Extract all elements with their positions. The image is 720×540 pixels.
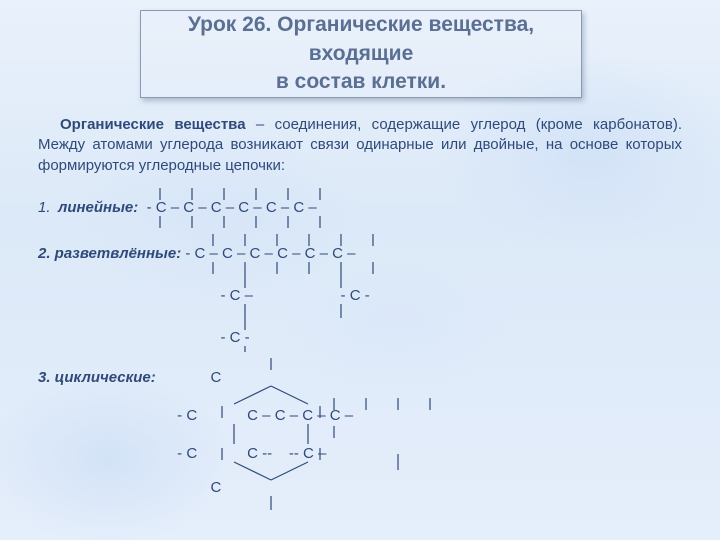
slide-content: Органические вещества – соединения, соде… — [38, 115, 682, 518]
item-3-chain-1: С — [98, 370, 221, 385]
item-2-chain-3: - С - — [158, 330, 250, 345]
item-1-number: 1. — [38, 200, 58, 215]
item-2-label: 2. разветвлённые: — [38, 245, 181, 262]
item-3-chain-2: - С С – С – С – С – — [98, 408, 353, 423]
item-3-block: 3. циклические: С - С С – С – С – С – - … — [38, 358, 682, 518]
item-1-block: 1.линейные: - С – С – С – С – С – С – — [38, 186, 682, 232]
item-2-row-1: 2. разветвлённые: - С – С – С – С – С – … — [38, 246, 355, 261]
item-2-block: 2. разветвлённые: - С – С – С – С – С – … — [38, 232, 682, 352]
title-box: Урок 26. Органические вещества, входящие… — [140, 10, 582, 98]
item-1-chain: - С – С – С – С – С – С – — [138, 199, 316, 216]
item-3-chain-3: - С С -- -- С – — [98, 446, 326, 461]
intro-term: Органические вещества — [60, 116, 246, 133]
intro-paragraph: Органические вещества – соединения, соде… — [38, 115, 682, 176]
slide-title: Урок 26. Органические вещества, входящие… — [141, 11, 581, 96]
item-2-chain-2: - С – - С - — [158, 288, 370, 303]
item-1-row: 1.линейные: - С – С – С – С – С – С – — [38, 200, 317, 215]
item-3-chain-4: С — [98, 480, 221, 495]
item-1-label: линейные: — [58, 199, 138, 216]
item-2-chain-1: - С – С – С – С – С – С – — [181, 245, 355, 262]
